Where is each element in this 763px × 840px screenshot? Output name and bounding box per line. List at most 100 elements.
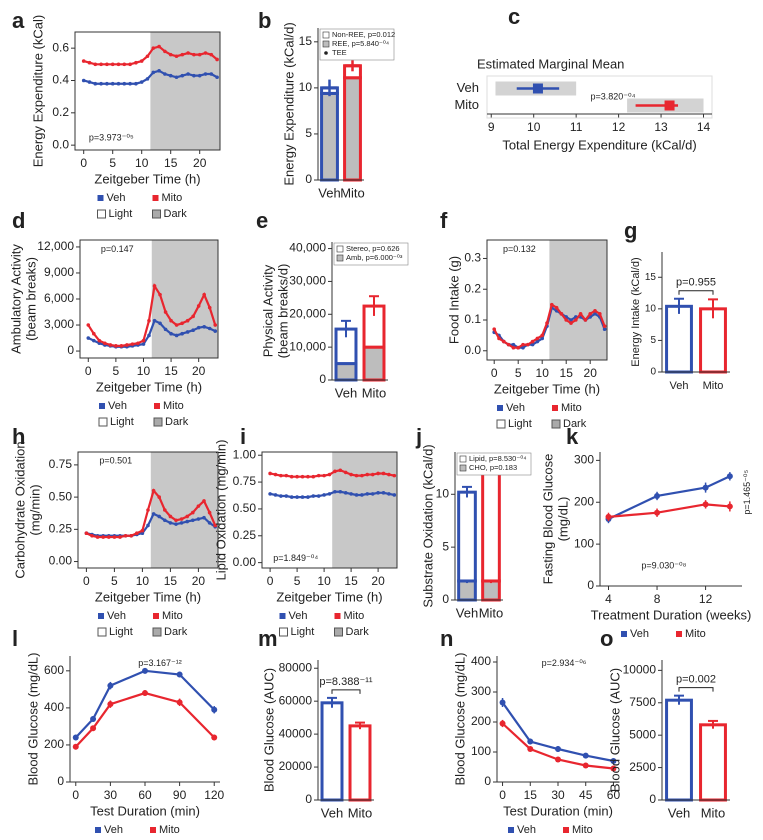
panel-letter: a bbox=[12, 8, 25, 33]
data-point bbox=[151, 488, 156, 493]
p-value: p=9.030⁻⁰⁸ bbox=[641, 560, 686, 570]
y-tick-label: 5 bbox=[650, 335, 656, 346]
y-tick-label: 10,000 bbox=[289, 339, 326, 353]
data-point bbox=[134, 60, 138, 65]
data-point bbox=[365, 472, 370, 477]
data-point bbox=[163, 508, 167, 512]
data-point bbox=[654, 492, 661, 499]
data-point bbox=[327, 472, 332, 477]
data-point bbox=[502, 339, 506, 344]
x-tick-label: 0 bbox=[491, 366, 498, 380]
legend-label: Veh bbox=[107, 192, 126, 204]
data-point bbox=[295, 474, 299, 479]
y-tick-label: 0 bbox=[67, 343, 74, 357]
dark-period bbox=[150, 32, 220, 150]
y-axis-label: Energy Expenditure (kCal) bbox=[30, 15, 45, 167]
y-axis-label: Blood Glucose (mg/dL) bbox=[452, 653, 467, 786]
x-axis-label: Zeitgeber Time (h) bbox=[494, 381, 600, 396]
x-tick-label: 0 bbox=[80, 156, 87, 170]
y-tick-label: 5000 bbox=[629, 727, 656, 741]
data-point bbox=[185, 330, 190, 334]
y-axis-label: Energy Expenditure (kCal/d) bbox=[281, 22, 296, 185]
data-point bbox=[163, 327, 168, 332]
data-point bbox=[593, 308, 597, 313]
data-point bbox=[554, 305, 559, 310]
y-tick-label: 0.25 bbox=[49, 522, 73, 536]
data-point bbox=[268, 471, 272, 476]
data-point bbox=[499, 699, 506, 706]
data-point bbox=[511, 342, 516, 347]
data-point bbox=[128, 62, 132, 67]
data-point bbox=[186, 51, 190, 55]
data-point bbox=[203, 72, 208, 76]
legend-swatch bbox=[97, 195, 104, 201]
data-point bbox=[129, 533, 133, 538]
data-point bbox=[72, 734, 79, 741]
x-tick-label: 20 bbox=[192, 364, 206, 378]
x-tick-label: 5 bbox=[515, 366, 522, 380]
data-point bbox=[300, 495, 305, 499]
data-point bbox=[147, 333, 151, 338]
data-point bbox=[387, 492, 391, 496]
data-point bbox=[540, 333, 544, 338]
data-point bbox=[197, 52, 202, 57]
y-tick-label: 0.4 bbox=[52, 73, 69, 87]
y-tick-label: 3,000 bbox=[44, 317, 74, 331]
legend-swatch bbox=[334, 613, 341, 619]
data-point bbox=[146, 508, 150, 512]
y-tick-label: 0 bbox=[305, 792, 312, 806]
y-tick-label: 1.00 bbox=[233, 447, 257, 461]
legend-swatch bbox=[552, 405, 558, 411]
data-point bbox=[92, 338, 96, 343]
data-point bbox=[119, 344, 124, 348]
y-tick-label: 0.00 bbox=[49, 554, 73, 568]
data-point bbox=[135, 531, 139, 535]
data-point bbox=[192, 52, 196, 57]
x-axis-label: Zeitgeber Time (h) bbox=[95, 589, 201, 604]
data-point bbox=[284, 494, 289, 498]
x-tick-label: 30 bbox=[104, 788, 118, 802]
y-tick-label: 12,000 bbox=[37, 239, 74, 253]
data-point bbox=[191, 518, 195, 523]
data-point bbox=[521, 342, 525, 347]
x-tick-label: 0 bbox=[83, 574, 90, 588]
data-point bbox=[158, 292, 162, 297]
x-tick-label: 30 bbox=[551, 788, 565, 802]
panel-letter: l bbox=[12, 626, 18, 651]
legend-label: Mito bbox=[162, 192, 183, 204]
legend-box bbox=[456, 452, 532, 476]
data-point bbox=[365, 492, 370, 496]
data-point bbox=[213, 523, 217, 528]
data-point bbox=[726, 473, 733, 480]
legend-label: Light bbox=[109, 626, 133, 638]
y-axis-label: Blood Glucose (AUC) bbox=[607, 668, 622, 792]
data-point bbox=[343, 491, 348, 495]
x-tick-label: 11 bbox=[570, 120, 583, 134]
data-point bbox=[97, 341, 102, 346]
legend-label: Veh bbox=[517, 824, 536, 836]
y-tick-label: 0 bbox=[442, 592, 449, 606]
data-point bbox=[333, 489, 337, 494]
data-point bbox=[110, 62, 115, 67]
x-tick-label: 5 bbox=[113, 364, 120, 378]
y-tick-label: 6,000 bbox=[44, 291, 74, 305]
y-tick-label: 0.2 bbox=[464, 281, 481, 295]
data-point bbox=[139, 80, 144, 84]
data-point bbox=[86, 323, 91, 327]
x-tick-label: Mito bbox=[348, 805, 373, 820]
y-tick-label: 0.50 bbox=[49, 489, 73, 503]
data-point bbox=[105, 81, 109, 86]
p-value: p=2.934⁻⁰⁶ bbox=[542, 658, 587, 668]
x-axis-label: Total Energy Expenditure (kCal/d) bbox=[502, 137, 696, 152]
data-point bbox=[163, 72, 167, 76]
data-point bbox=[107, 701, 114, 708]
x-tick-label: 15 bbox=[560, 366, 574, 380]
data-point bbox=[116, 62, 121, 67]
legend-label: Amb, p=6.000⁻⁰³ bbox=[346, 253, 403, 262]
data-point bbox=[108, 343, 113, 347]
legend-label: Veh bbox=[289, 610, 308, 622]
legend-label: Mito bbox=[572, 824, 593, 836]
data-point bbox=[105, 62, 109, 67]
p-value: p=0.002 bbox=[676, 674, 716, 686]
data-point bbox=[535, 336, 540, 341]
